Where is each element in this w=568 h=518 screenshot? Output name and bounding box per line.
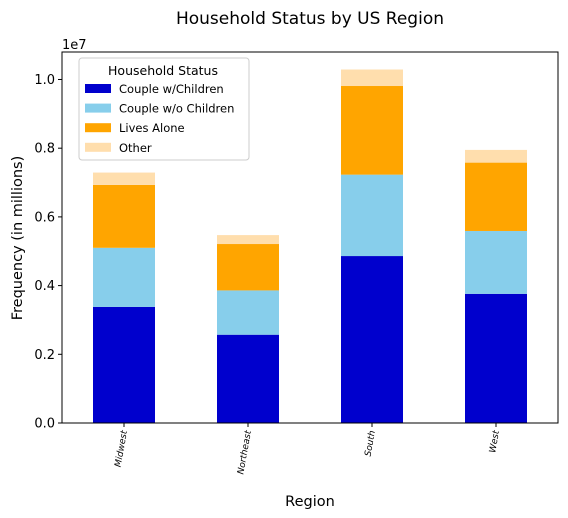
legend-entry-label: Other	[119, 141, 152, 155]
bar-northeast-series-3	[217, 235, 279, 245]
y-tick-label: 0.8	[34, 142, 55, 157]
bar-west-series-1	[465, 230, 527, 294]
bar-south-series-1	[341, 174, 403, 257]
bar-midwest-series-3	[93, 172, 155, 185]
bar-south-series-0	[341, 256, 403, 423]
x-tick-label: Midwest	[114, 429, 130, 468]
bar-northeast-series-2	[217, 244, 279, 291]
y-tick-label: 1.0	[34, 73, 55, 88]
x-tick-label: West	[488, 429, 502, 454]
legend-title: Household Status	[108, 63, 218, 78]
legend-entry-label: Couple w/Children	[119, 82, 224, 96]
legend-box	[78, 57, 250, 161]
y-tick-label: 0.0	[34, 417, 55, 432]
bar-midwest-series-0	[93, 306, 155, 423]
x-ticks-group: Midwest Northeast South West	[114, 423, 502, 475]
bar-northeast-series-1	[217, 290, 279, 335]
bar-south-series-3	[341, 69, 403, 87]
legend-swatch	[85, 142, 111, 152]
bar-northeast-series-0	[217, 334, 279, 423]
bar-midwest-series-2	[93, 184, 155, 248]
bar-midwest-series-1	[93, 247, 155, 307]
bar-west-series-2	[465, 162, 527, 231]
legend-entry-label: Couple w/o Children	[119, 102, 234, 116]
y-tick-label: 0.4	[34, 279, 55, 294]
y-tick-label: 0.2	[34, 348, 55, 363]
x-tick-label: South	[364, 429, 378, 457]
y-ticks-group: 0.0 0.2 0.4 0.6 0.8 1.0	[34, 73, 62, 432]
x-tick-label: Northeast	[236, 429, 254, 475]
legend-swatch	[85, 84, 111, 93]
legend-swatch	[85, 123, 111, 133]
y-axis-offset-text: 1e7	[62, 38, 87, 53]
bar-west-series-0	[465, 293, 527, 423]
legend: Household Status Couple w/Children Couple …	[78, 57, 250, 161]
plot-frame	[61, 51, 559, 424]
bar-south-series-2	[341, 86, 403, 175]
x-axis-title: Region	[285, 494, 335, 510]
y-tick-label: 0.6	[34, 210, 55, 225]
y-axis-title: Frequency (in millions)	[10, 156, 26, 321]
legend-entry-label: Lives Alone	[119, 121, 185, 135]
axes-group	[61, 51, 559, 424]
bars-group	[93, 69, 527, 423]
legend-swatch	[85, 103, 111, 113]
chart-title: Household Status by US Region	[176, 9, 444, 29]
bar-west-series-3	[465, 149, 527, 163]
